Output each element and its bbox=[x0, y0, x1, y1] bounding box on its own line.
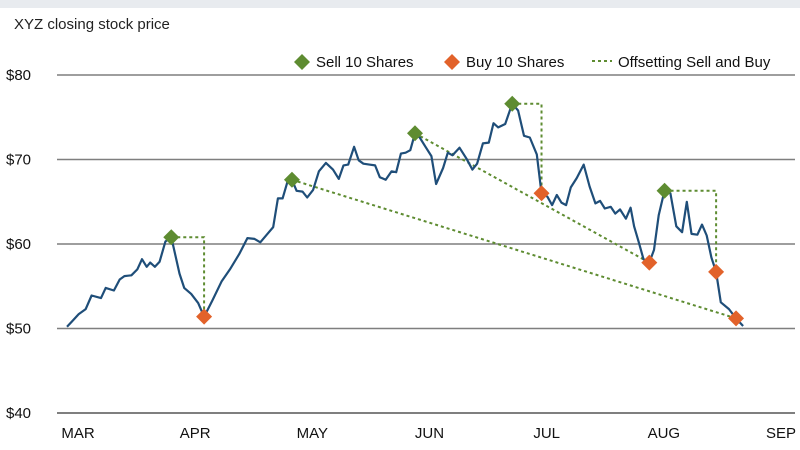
x-tick-label-jul: JUL bbox=[533, 425, 560, 442]
y-tick-label: $50 bbox=[6, 321, 31, 338]
buy-marker-1 bbox=[196, 308, 213, 325]
buy-marker-4 bbox=[708, 263, 725, 280]
price-series bbox=[66, 102, 744, 328]
x-axis-labels: MAR APR MAY JUN JUL AUG SEP bbox=[61, 425, 796, 442]
x-tick-label-jun: JUN bbox=[415, 425, 444, 442]
y-tick-label: $80 bbox=[6, 67, 31, 84]
sell-marker-1 bbox=[163, 229, 180, 246]
x-tick-label-aug: AUG bbox=[648, 425, 681, 442]
legend-buy-marker bbox=[444, 54, 460, 70]
grid bbox=[57, 74, 795, 414]
x-tick-label-sep: SEP bbox=[766, 425, 796, 442]
x-tick-label-mar: MAR bbox=[61, 425, 95, 442]
legend-sell-label: Sell 10 Shares bbox=[316, 54, 414, 71]
legend-offset-label: Offsetting Sell and Buy bbox=[618, 54, 771, 71]
offset-line-3 bbox=[414, 132, 650, 264]
buy-marker-5 bbox=[728, 310, 745, 327]
price-line bbox=[66, 102, 744, 328]
y-axis-labels: $40 $50 $60 $70 $80 bbox=[6, 67, 31, 422]
buy-marker-2 bbox=[533, 185, 550, 202]
offset-lines bbox=[171, 102, 737, 320]
sell-marker-4 bbox=[504, 95, 521, 112]
y-tick-label: $60 bbox=[6, 236, 31, 253]
x-tick-label-apr: APR bbox=[180, 425, 211, 442]
legend: Sell 10 Shares Buy 10 Shares Offsetting … bbox=[294, 54, 771, 71]
top-banner bbox=[0, 0, 800, 8]
sell-marker-3 bbox=[406, 125, 423, 142]
sell-marker-5 bbox=[656, 182, 673, 199]
chart-title: XYZ closing stock price bbox=[14, 16, 170, 33]
legend-buy-label: Buy 10 Shares bbox=[466, 54, 564, 71]
buy-marker-3 bbox=[641, 254, 658, 271]
offset-line-1 bbox=[171, 236, 206, 317]
legend-sell-marker bbox=[294, 54, 310, 70]
y-tick-label: $70 bbox=[6, 152, 31, 169]
y-tick-label: $40 bbox=[6, 405, 31, 422]
trade-markers bbox=[163, 95, 745, 327]
offset-line-2 bbox=[291, 178, 737, 320]
x-tick-label-may: MAY bbox=[297, 425, 328, 442]
offset-line-4 bbox=[512, 102, 543, 194]
sell-marker-2 bbox=[283, 171, 300, 188]
